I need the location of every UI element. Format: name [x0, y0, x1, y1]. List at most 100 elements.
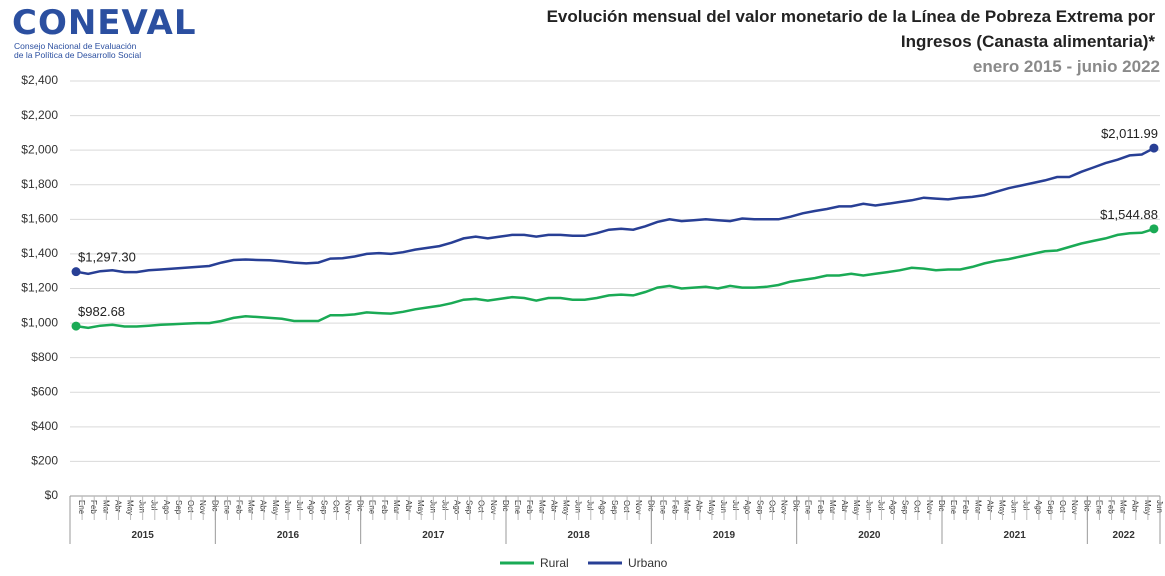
x-tick-label: Jul	[876, 500, 885, 510]
logo-text: de la Política de Desarrollo Social	[14, 50, 141, 60]
data-label: $2,011.99	[1101, 126, 1158, 141]
y-tick-label: $2,400	[21, 73, 58, 87]
y-tick-label: $2,000	[21, 142, 58, 156]
x-tick-label: Ago	[743, 500, 752, 515]
x-tick-label: Dic	[646, 500, 655, 512]
y-tick-label: $1,600	[21, 212, 58, 226]
x-tick-label: Nov	[344, 500, 353, 514]
year-label: 2016	[277, 530, 300, 541]
x-tick-label: Abr	[695, 500, 704, 513]
x-tick-label: Ago	[162, 500, 171, 515]
x-tick-label: May	[562, 500, 571, 515]
x-tick-label: Ene	[513, 500, 522, 515]
chart-title: Ingresos (Canasta alimentaria)*	[901, 32, 1156, 51]
year-label: 2019	[713, 530, 736, 541]
x-tick-label: Mar	[392, 500, 401, 514]
x-tick-label: Ene	[804, 500, 813, 515]
y-tick-label: $200	[31, 454, 58, 468]
x-tick-label: Dic	[937, 500, 946, 512]
x-tick-label: Jun	[1155, 500, 1164, 513]
year-label: 2015	[132, 530, 155, 541]
x-tick-label: Jun	[1010, 500, 1019, 513]
x-tick-label: Feb	[525, 500, 534, 514]
x-tick-label: Abr	[113, 500, 122, 513]
point	[71, 267, 81, 277]
x-tick-label: Dic	[210, 500, 219, 512]
y-tick-label: $1,000	[21, 315, 58, 329]
x-tick-label: Abr	[1131, 500, 1140, 513]
y-tick-label: $800	[31, 350, 58, 364]
x-tick-label: Sep	[901, 500, 910, 515]
x-tick-label: Mar	[828, 500, 837, 514]
line	[75, 146, 1155, 276]
year-label: 2021	[1004, 530, 1027, 541]
x-tick-label: Ene	[222, 500, 231, 515]
x-tick-label: Dic	[356, 500, 365, 512]
y-tick-label: $1,200	[21, 281, 58, 295]
x-tick-label: Jun	[719, 500, 728, 513]
x-tick-label: Abr	[259, 500, 268, 513]
x-tick-label: Jul	[150, 500, 159, 510]
x-tick-label: Ene	[658, 500, 667, 515]
x-tick-label: Ene	[368, 500, 377, 515]
x-tick-label: May	[998, 500, 1007, 515]
point	[71, 321, 81, 331]
x-tick-label: Ago	[453, 500, 462, 515]
x-tick-label: Ago	[1034, 500, 1043, 515]
x-tick-label: Ago	[598, 500, 607, 515]
x-tick-label: Nov	[1070, 500, 1079, 514]
logo-text: Consejo Nacional de Evaluación	[14, 41, 137, 51]
x-tick-label: Jul	[1022, 500, 1031, 510]
x-tick-label: Nov	[198, 500, 207, 514]
x-tick-label: Oct	[1058, 500, 1067, 513]
x-tick-label: May	[1143, 500, 1152, 515]
chart-title: Evolución mensual del valor monetario de…	[547, 7, 1156, 26]
x-tick-label: Mar	[537, 500, 546, 514]
x-tick-label: Feb	[961, 500, 970, 514]
x-tick-label: Mar	[247, 500, 256, 514]
x-tick-label: Abr	[549, 500, 558, 513]
x-tick-label: May	[271, 500, 280, 515]
x-tick-label: Feb	[235, 500, 244, 514]
x-tick-label: Sep	[319, 500, 328, 515]
legend-label: Urbano	[628, 556, 668, 570]
x-tick-label: Abr	[404, 500, 413, 513]
x-tick-label: Feb	[1107, 500, 1116, 514]
x-tick-label: Jun	[428, 500, 437, 513]
x-tick-label: Oct	[767, 500, 776, 513]
x-tick-label: Jul	[295, 500, 304, 510]
x-tick-label: Mar	[683, 500, 692, 514]
x-tick-label: Oct	[622, 500, 631, 513]
x-tick-label: Dic	[501, 500, 510, 512]
x-tick-label: Sep	[755, 500, 764, 515]
x-tick-label: Jul	[586, 500, 595, 510]
line	[75, 227, 1155, 330]
x-tick-label: May	[416, 500, 425, 515]
x-tick-label: Jun	[138, 500, 147, 513]
year-label: 2022	[1113, 530, 1136, 541]
y-tick-label: $600	[31, 384, 58, 398]
x-tick-label: Jun	[864, 500, 873, 513]
x-tick-label: Feb	[380, 500, 389, 514]
x-tick-label: Abr	[840, 500, 849, 513]
data-label: $1,297.30	[78, 250, 136, 265]
x-tick-label: Sep	[465, 500, 474, 515]
x-tick-label: Sep	[174, 500, 183, 515]
x-tick-label: May	[126, 500, 135, 515]
x-tick-label: Ago	[307, 500, 316, 515]
point	[1149, 224, 1159, 234]
y-tick-label: $0	[45, 488, 59, 502]
x-tick-label: Oct	[477, 500, 486, 513]
x-tick-label: Mar	[1119, 500, 1128, 514]
x-tick-label: May	[852, 500, 861, 515]
x-tick-label: May	[707, 500, 716, 515]
x-tick-label: Nov	[489, 500, 498, 514]
year-label: 2018	[568, 530, 591, 541]
x-tick-label: Feb	[816, 500, 825, 514]
y-tick-label: $400	[31, 419, 58, 433]
x-tick-label: Mar	[973, 500, 982, 514]
x-tick-label: Oct	[186, 500, 195, 513]
logo: CONEVAL	[12, 3, 197, 43]
x-tick-label: Dic	[1082, 500, 1091, 512]
x-tick-label: Sep	[1046, 500, 1055, 515]
